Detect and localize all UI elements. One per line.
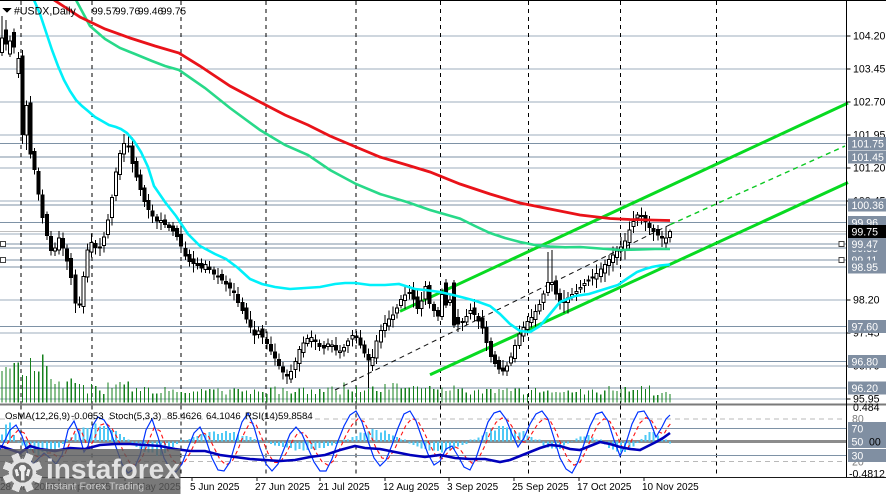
svg-text:12 Aug 2025: 12 Aug 2025 [383, 482, 440, 493]
svg-text:20: 20 [852, 457, 864, 469]
svg-text:101.20: 101.20 [853, 163, 886, 175]
svg-text:80: 80 [852, 414, 864, 426]
svg-text:99.75: 99.75 [852, 227, 879, 239]
svg-text:100.36: 100.36 [852, 200, 885, 212]
svg-text:10 Nov 2025: 10 Nov 2025 [642, 482, 699, 493]
svg-text:-0.4812: -0.4812 [849, 469, 885, 481]
svg-text:102.70: 102.70 [853, 97, 886, 109]
svg-text:103.45: 103.45 [853, 64, 886, 76]
svg-text:instaforex: instaforex [46, 454, 180, 485]
svg-text:70: 70 [852, 424, 864, 436]
svg-text:95.95: 95.95 [853, 394, 880, 406]
svg-text:101.75: 101.75 [852, 139, 885, 151]
svg-text:17 Oct 2025: 17 Oct 2025 [577, 482, 632, 493]
svg-text:30: 30 [852, 451, 864, 463]
svg-text:5 Jun 2025: 5 Jun 2025 [190, 482, 240, 493]
svg-text:96.20: 96.20 [852, 383, 879, 395]
svg-text:99.47: 99.47 [852, 239, 879, 251]
svg-text:3 Sep 2025: 3 Sep 2025 [447, 482, 499, 493]
svg-text:27 Jun 2025: 27 Jun 2025 [255, 482, 310, 493]
svg-text:96.80: 96.80 [852, 357, 879, 369]
svg-text:101.45: 101.45 [852, 152, 885, 164]
svg-text:25 Sep 2025: 25 Sep 2025 [512, 482, 569, 493]
svg-text:97.60: 97.60 [852, 321, 879, 333]
svg-text:50: 50 [852, 437, 864, 449]
svg-text:98.20: 98.20 [853, 295, 880, 307]
svg-text:21 Jul 2025: 21 Jul 2025 [318, 482, 370, 493]
svg-text:104.20: 104.20 [853, 31, 886, 43]
svg-text:0.484: 0.484 [853, 402, 880, 414]
svg-text:Instant Forex Trading: Instant Forex Trading [45, 481, 144, 493]
svg-text:98.95: 98.95 [852, 262, 879, 274]
svg-text:00: 00 [869, 437, 881, 449]
